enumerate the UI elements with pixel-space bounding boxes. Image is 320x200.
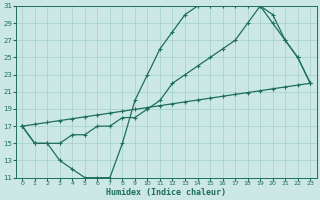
X-axis label: Humidex (Indice chaleur): Humidex (Indice chaleur) [106,188,226,197]
